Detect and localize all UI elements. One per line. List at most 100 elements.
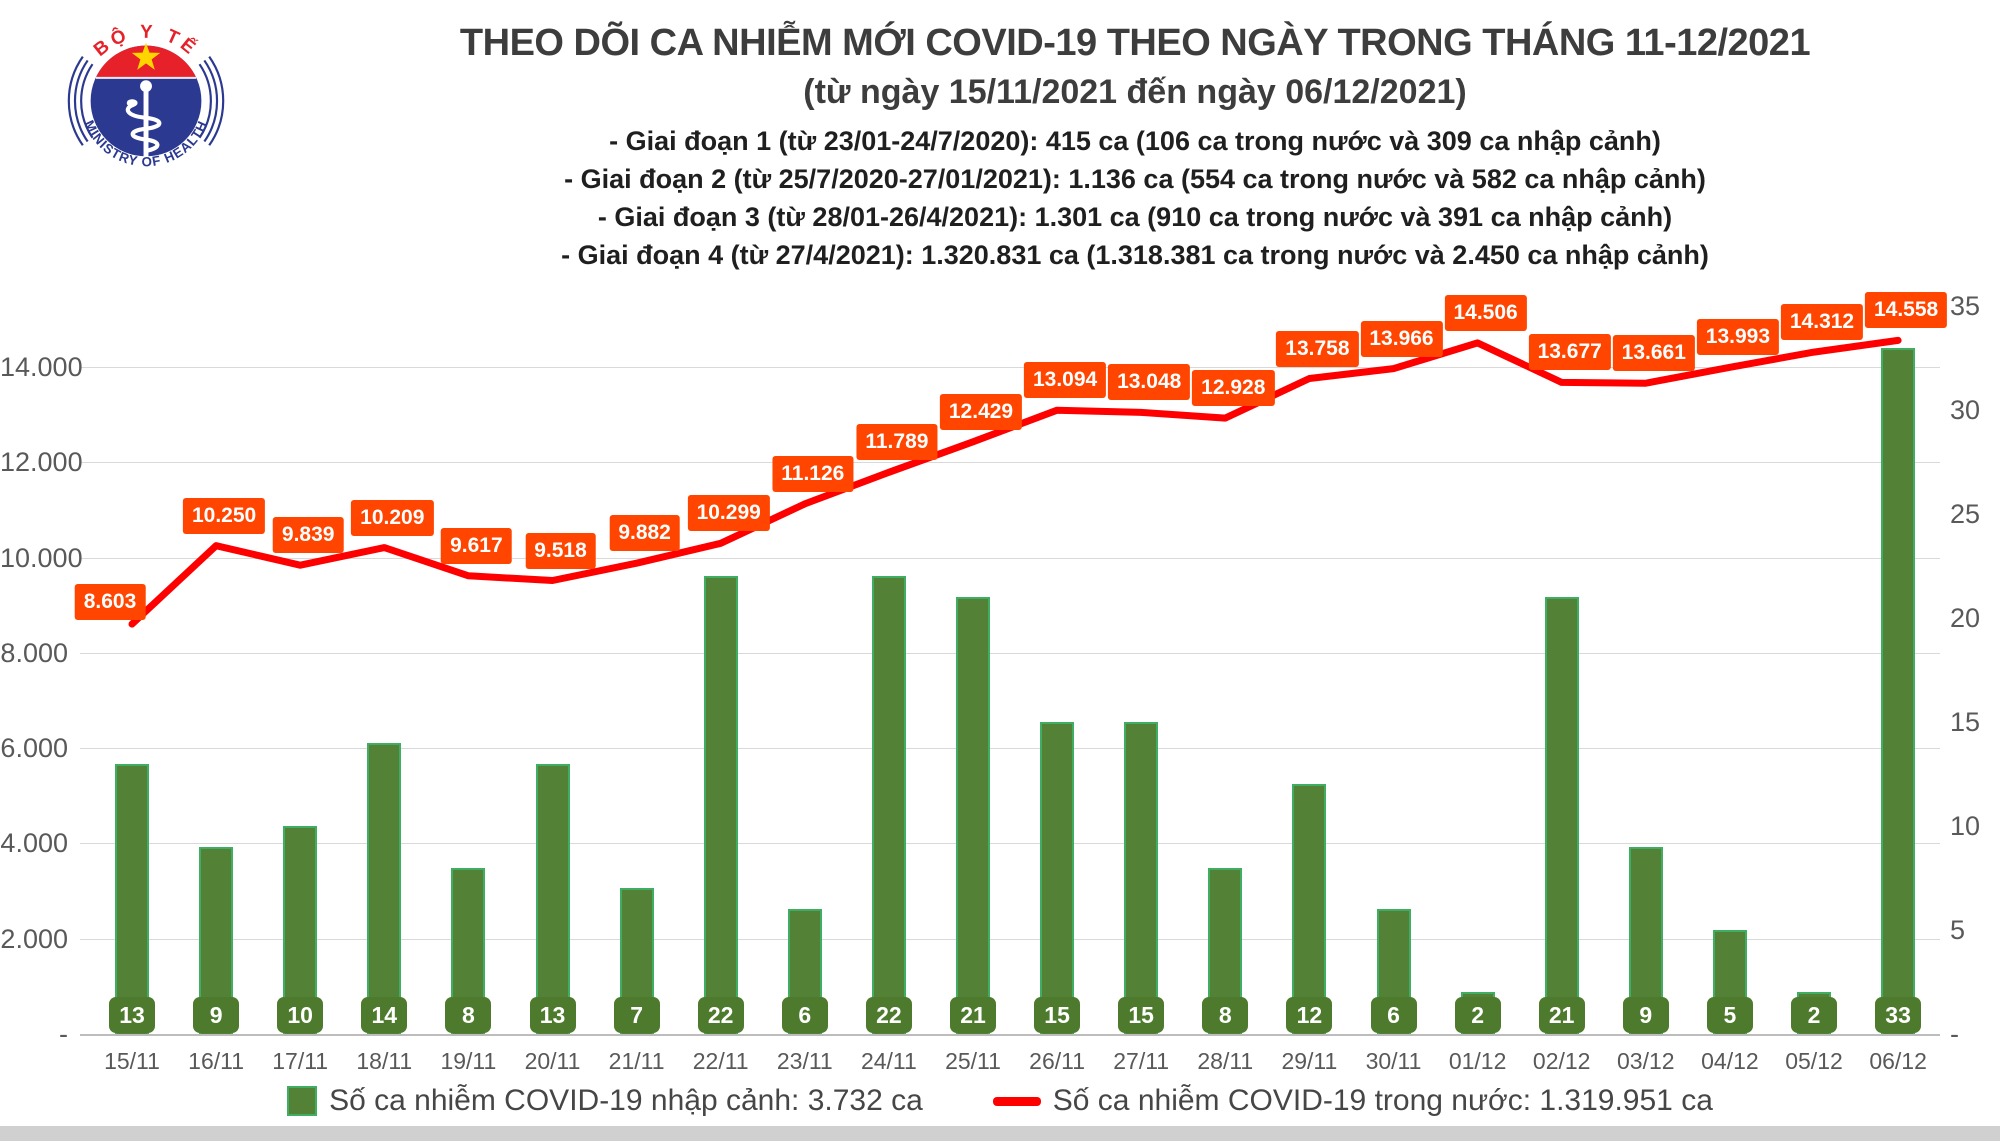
phase-annotations: - Giai đoạn 1 (từ 23/01-24/7/2020): 415 … xyxy=(270,122,2000,274)
bar xyxy=(1292,784,1327,1034)
bar-value-badge: 8 xyxy=(1202,997,1249,1033)
line-data-label: 13.993 xyxy=(1696,319,1780,356)
gridline xyxy=(80,557,1940,559)
y-axis-tick-right: 20 xyxy=(1950,603,1981,633)
y-axis-tick-right: 35 xyxy=(1950,291,1981,321)
bar-value-badge: 15 xyxy=(1118,997,1165,1033)
page-subtitle: (từ ngày 15/11/2021 đến ngày 06/12/2021) xyxy=(803,73,1467,111)
x-axis-label: 25/11 xyxy=(945,1048,1001,1074)
phase-3-annotation: - Giai đoạn 3 (từ 28/01-26/4/2021): 1.30… xyxy=(597,202,1673,232)
x-axis-label: 17/11 xyxy=(272,1048,329,1074)
y-axis-tick-right: 30 xyxy=(1950,395,1981,425)
bar xyxy=(1881,347,1916,1034)
line-data-label: 14.506 xyxy=(1444,294,1527,331)
line-data-label: 9.617 xyxy=(441,527,512,564)
bar-value-badge: 5 xyxy=(1706,997,1753,1033)
x-axis-label: 19/11 xyxy=(440,1048,497,1074)
line-data-label: 13.094 xyxy=(1023,362,1107,399)
bar-value-badge: 10 xyxy=(277,997,324,1033)
x-axis-label: 24/11 xyxy=(860,1048,917,1074)
bar-value-badge: 12 xyxy=(1286,997,1333,1033)
y-axis-tick-left: 10.000 xyxy=(0,542,83,573)
line-data-label: 12.928 xyxy=(1192,370,1275,407)
legend-label-domestic: Số ca nhiễm COVID-19 trong nước: 1.319.9… xyxy=(1052,1084,1713,1117)
gridline xyxy=(80,843,1940,845)
line-data-label: 10.209 xyxy=(351,499,434,536)
line-data-label: 10.299 xyxy=(687,495,770,532)
x-axis-label: 03/12 xyxy=(1617,1048,1675,1074)
logo-side-arcs xyxy=(67,56,225,146)
gridline xyxy=(80,462,1940,464)
bar-value-badge: 2 xyxy=(1791,997,1837,1033)
y-axis-tick-left: 4.000 xyxy=(0,828,68,859)
line-data-label: 9.518 xyxy=(525,532,596,569)
x-axis-label: 23/11 xyxy=(776,1048,833,1074)
page-title: THEO DÕI CA NHIỄM MỚI COVID-19 THEO NGÀY… xyxy=(459,22,1811,64)
bar xyxy=(367,742,402,1034)
line-data-label: 11.126 xyxy=(772,455,854,492)
bar xyxy=(703,576,738,1034)
x-axis-label: 28/11 xyxy=(1197,1048,1254,1074)
x-axis-label: 01/12 xyxy=(1448,1048,1507,1074)
line-data-label: 14.312 xyxy=(1780,304,1864,341)
phase-2-annotation: - Giai đoạn 2 (từ 25/7/2020-27/01/2021):… xyxy=(564,164,1706,194)
x-axis-label: 05/12 xyxy=(1785,1048,1843,1074)
legend-label-imported: Số ca nhiễm COVID-19 nhập cảnh: 3.732 ca xyxy=(329,1084,923,1117)
legend-item-domestic-cases: Số ca nhiễm COVID-19 trong nước: 1.319.9… xyxy=(992,1084,1713,1118)
chart-header: THEO DÕI CA NHIỄM MỚI COVID-19 THEO NGÀY… xyxy=(270,22,2000,274)
bar-value-badge: 6 xyxy=(781,997,828,1033)
bar xyxy=(956,597,990,1034)
phase-4-annotation: - Giai đoạn 4 (từ 27/4/2021): 1.320.831 … xyxy=(561,240,1709,270)
line-data-label: 8.603 xyxy=(74,584,146,621)
x-axis-label: 29/11 xyxy=(1281,1048,1338,1074)
y-axis-tick-left: - xyxy=(59,1019,68,1049)
y-axis-tick-left: 12.000 xyxy=(0,447,83,478)
line-data-label: 13.048 xyxy=(1108,364,1191,401)
x-axis-label: 30/11 xyxy=(1365,1048,1422,1074)
green-bar-swatch-icon xyxy=(287,1086,318,1116)
x-axis-label: 18/11 xyxy=(356,1048,413,1074)
bar xyxy=(1040,722,1075,1034)
line-data-label: 14.558 xyxy=(1864,292,1948,329)
bar-value-badge: 15 xyxy=(1034,997,1081,1033)
line-data-label: 12.429 xyxy=(939,393,1023,430)
y-axis-tick-right: 10 xyxy=(1950,811,1981,841)
bar-value-badge: 22 xyxy=(865,997,912,1033)
logo-asclepius-icon xyxy=(125,80,162,172)
bar xyxy=(115,763,149,1034)
bar-value-badge: 9 xyxy=(1622,997,1669,1033)
phase-1-annotation: - Giai đoạn 1 (từ 23/01-24/7/2020): 415 … xyxy=(609,126,1661,156)
line-data-label: 13.966 xyxy=(1360,320,1443,357)
x-axis-label: 21/11 xyxy=(608,1048,665,1074)
bar-value-badge: 9 xyxy=(193,997,240,1033)
x-axis-label: 04/12 xyxy=(1701,1048,1759,1074)
bar-value-badge: 33 xyxy=(1875,997,1922,1033)
ministry-of-health-logo: BỘ Y TẾ MINISTRY OF HEALTH xyxy=(58,10,236,190)
line-data-label: 13.661 xyxy=(1612,335,1695,372)
x-axis-label: 20/11 xyxy=(524,1048,581,1074)
bar xyxy=(1124,722,1159,1034)
gridline xyxy=(80,652,1940,654)
y-axis-tick-left: 14.000 xyxy=(0,352,83,382)
chart-legend: Số ca nhiễm COVID-19 nhập cảnh: 3.732 ca… xyxy=(0,1084,2000,1118)
x-axis-label: 15/11 xyxy=(104,1048,160,1074)
bar-value-badge: 14 xyxy=(361,997,408,1033)
y-axis-tick-left: 2.000 xyxy=(0,923,68,954)
x-axis-label: 26/11 xyxy=(1029,1048,1086,1074)
bar-value-badge: 6 xyxy=(1370,997,1417,1033)
gridline xyxy=(80,748,1940,750)
x-axis-label: 27/11 xyxy=(1113,1048,1170,1074)
y-axis-tick-right: 15 xyxy=(1950,707,1981,737)
line-data-label: 9.839 xyxy=(272,517,344,554)
gridline xyxy=(80,938,1940,940)
y-axis-tick-right: 5 xyxy=(1950,915,1966,945)
bar-value-badge: 21 xyxy=(1538,997,1585,1033)
line-data-label: 13.758 xyxy=(1276,330,1359,367)
red-line-swatch-icon xyxy=(992,1096,1041,1106)
line-data-label: 11.789 xyxy=(856,424,938,461)
x-axis-label: 02/12 xyxy=(1532,1048,1591,1074)
line-data-label: 10.250 xyxy=(182,497,266,534)
bar xyxy=(535,763,570,1034)
y-axis-tick-left: 8.000 xyxy=(0,637,68,668)
